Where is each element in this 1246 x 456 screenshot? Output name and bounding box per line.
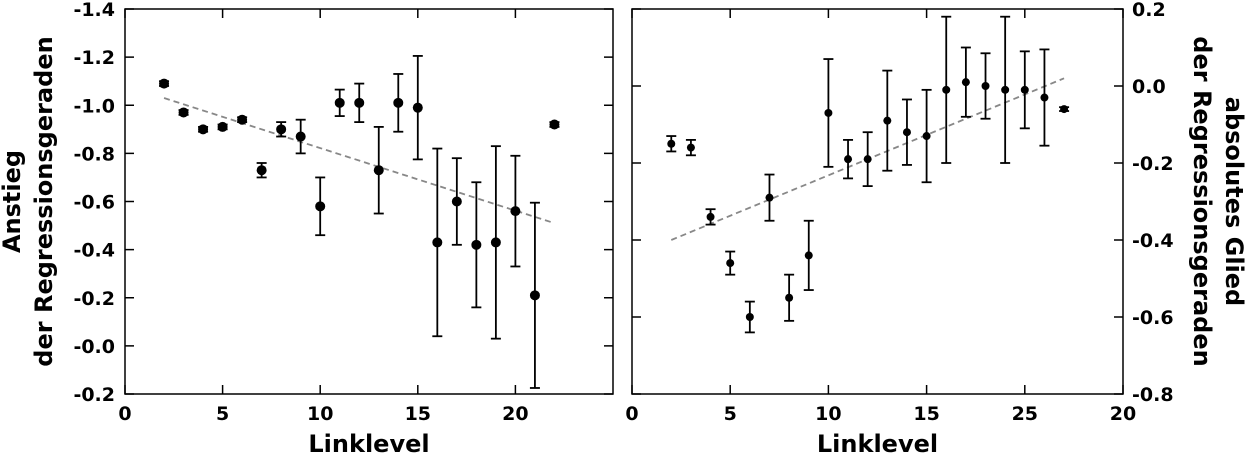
point — [159, 78, 170, 89]
point — [726, 259, 735, 268]
point — [765, 193, 774, 202]
point — [315, 201, 326, 212]
x-axis-title: Linklevel — [308, 430, 429, 456]
point — [549, 119, 560, 130]
x-axis-title: Linklevel — [817, 430, 938, 456]
point — [198, 124, 209, 135]
point — [961, 78, 970, 87]
y-tick-label: -0.6 — [1132, 307, 1174, 329]
y-axis-title: Anstieg — [0, 150, 26, 253]
x-tick-label: 5 — [216, 403, 229, 425]
point — [178, 107, 189, 118]
point — [1020, 85, 1029, 94]
point — [237, 114, 248, 125]
point — [667, 139, 676, 148]
x-tick-label: 5 — [724, 403, 737, 425]
x-tick-label: 15 — [913, 403, 939, 425]
x-tick-label: 20 — [502, 403, 528, 425]
point — [354, 97, 365, 108]
point — [942, 85, 951, 94]
y-axis-title: absolutes Glied — [1220, 97, 1246, 306]
point — [217, 121, 228, 132]
plot-frame — [631, 8, 1124, 395]
y-tick-label: -0.4 — [1132, 230, 1174, 252]
y-tick-label: -0.0 — [73, 336, 115, 358]
point — [706, 212, 715, 221]
point — [824, 108, 833, 117]
point — [276, 124, 287, 135]
point — [295, 131, 306, 142]
point — [804, 251, 813, 260]
point — [471, 239, 482, 250]
y-axis-title: der Regressionsgeraden — [30, 36, 58, 366]
point — [686, 143, 695, 152]
y-tick-label: -1.0 — [73, 95, 115, 117]
plot-frame — [124, 8, 614, 395]
x-tick-label: 15 — [405, 403, 431, 425]
point — [785, 293, 794, 302]
point — [1001, 85, 1010, 94]
x-tick-label: 10 — [307, 403, 333, 425]
point — [510, 206, 521, 217]
y-tick-label: -0.8 — [1132, 384, 1174, 406]
point — [863, 155, 872, 164]
point — [373, 165, 384, 176]
trend-line — [163, 97, 555, 225]
point — [745, 313, 754, 321]
point — [902, 128, 911, 137]
point — [883, 116, 892, 125]
y-axis-title: der Regressionsgeraden — [1188, 36, 1216, 366]
point — [334, 97, 345, 108]
y-tick-label: -0.4 — [73, 240, 115, 262]
y-tick-label: -0.2 — [73, 288, 115, 310]
y-tick-label: -0.2 — [1132, 153, 1174, 175]
point — [844, 155, 853, 164]
y-tick-label: 0.2 — [1132, 0, 1166, 21]
point — [412, 102, 423, 113]
point — [256, 165, 267, 176]
point — [393, 97, 404, 108]
point — [432, 237, 443, 248]
point — [1060, 105, 1069, 114]
point — [490, 237, 501, 248]
x-tick-label: 25 — [1012, 403, 1038, 425]
y-tick-label: -0.8 — [73, 143, 115, 165]
x-tick-label: 20 — [1110, 403, 1136, 425]
y-tick-label: 0.0 — [1132, 76, 1166, 98]
y-tick-label: -0.2 — [73, 384, 115, 406]
point — [981, 82, 990, 90]
y-tick-label: -0.6 — [73, 192, 115, 214]
point — [1040, 93, 1049, 102]
point — [451, 196, 462, 207]
x-tick-label: 0 — [625, 403, 638, 425]
y-tick-label: -1.4 — [73, 0, 115, 21]
y-tick-label: -1.2 — [73, 47, 115, 69]
point — [922, 132, 931, 141]
point — [529, 290, 540, 301]
x-tick-label: 10 — [815, 403, 841, 425]
x-tick-label: 0 — [118, 403, 131, 425]
